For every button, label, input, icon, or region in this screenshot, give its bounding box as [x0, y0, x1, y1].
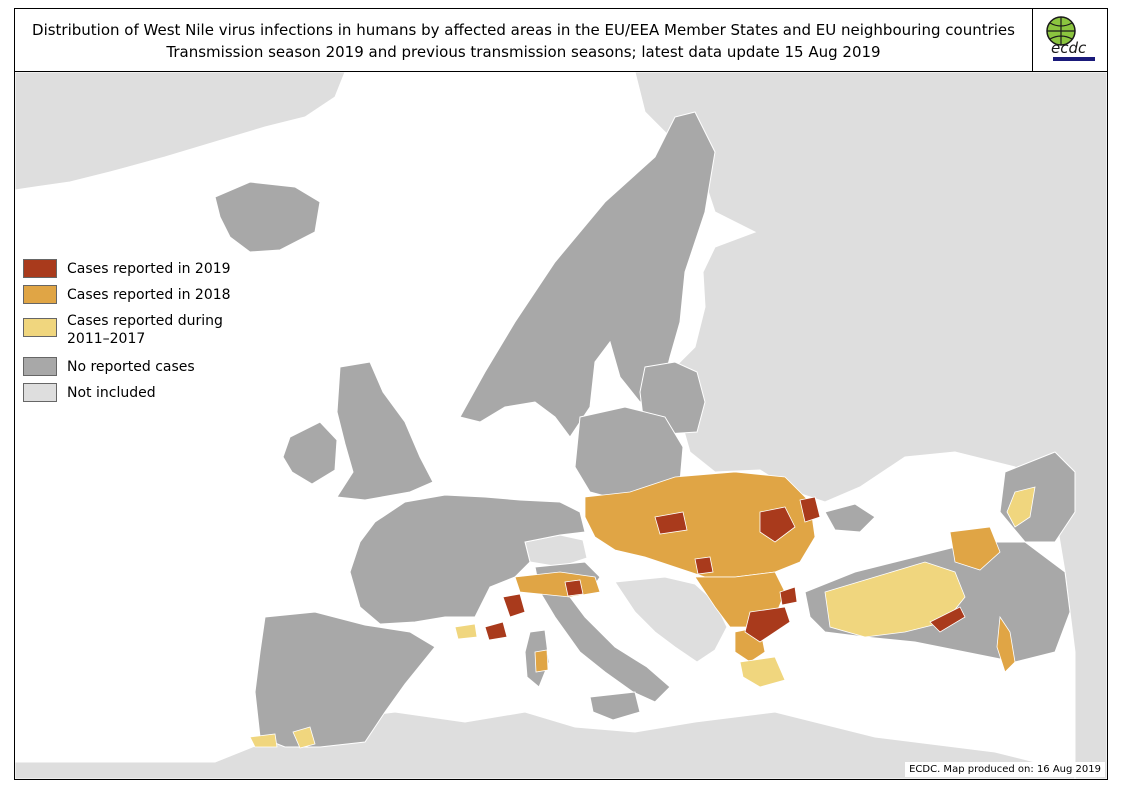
italy-north-2019 — [502, 593, 526, 618]
serbia-2019 — [694, 556, 714, 575]
romania-2019 — [759, 506, 796, 543]
bulgaria-2019 — [779, 586, 798, 606]
cases-2011-2017-areas — [249, 486, 1036, 749]
cyprus-2019 — [929, 606, 966, 633]
turkey-north-2011-2017 — [1006, 486, 1036, 528]
legend-label-2018: Cases reported in 2018 — [67, 287, 231, 303]
romania-east-2019 — [799, 496, 821, 523]
not-included-land — [15, 72, 1107, 779]
legend-label-not-included: Not included — [67, 385, 156, 401]
sicily — [589, 691, 641, 721]
legend-label-no-cases: No reported cases — [67, 359, 195, 375]
iberia — [254, 611, 436, 748]
map-credit: ECDC. Map produced on: 16 Aug 2019 — [905, 762, 1105, 777]
france-south-2011-2017 — [454, 623, 478, 640]
greece-south-2011-2017 — [739, 656, 786, 688]
italy-veneto-2019 — [564, 579, 584, 597]
map-area — [15, 72, 1107, 779]
hungary-2019 — [654, 511, 688, 535]
map-subtitle: Transmission season 2019 and previous tr… — [166, 43, 881, 61]
ecdc-globe-icon — [1046, 16, 1076, 46]
map-title: Distribution of West Nile virus infectio… — [32, 21, 1015, 39]
cases-2019-areas — [484, 496, 966, 643]
sardinia-2018 — [534, 649, 549, 673]
legend-label-2019: Cases reported in 2019 — [67, 261, 231, 277]
map-frame: Distribution of West Nile virus infectio… — [14, 8, 1108, 780]
europe-map — [15, 72, 1107, 779]
ecdc-logo: ecdc — [1032, 9, 1107, 72]
map-header: Distribution of West Nile virus infectio… — [15, 9, 1032, 72]
legend-swatch-2011-2017 — [23, 318, 57, 337]
france-south-2019 — [484, 621, 508, 641]
great-britain — [336, 361, 434, 501]
south-spain-2011-2017 — [249, 733, 278, 748]
legend-swatch-no-cases — [23, 357, 57, 376]
iceland — [214, 181, 321, 253]
israel-2018 — [996, 615, 1016, 673]
legend-swatch-2019 — [23, 259, 57, 278]
ireland — [282, 421, 338, 485]
crimea — [824, 503, 876, 533]
ecdc-logo-text: ecdc — [1051, 39, 1087, 57]
western-balkans — [614, 576, 728, 663]
scandinavia — [459, 111, 716, 438]
legend-swatch-not-included — [23, 383, 57, 402]
greece-north-2019 — [744, 606, 791, 643]
turkey-east-2018 — [949, 526, 1001, 571]
south-portugal-2011-2017 — [292, 726, 316, 749]
legend-label-2011-2017: Cases reported during 2011–2017 — [67, 313, 223, 347]
legend-swatch-2018 — [23, 285, 57, 304]
greenland — [15, 72, 346, 191]
